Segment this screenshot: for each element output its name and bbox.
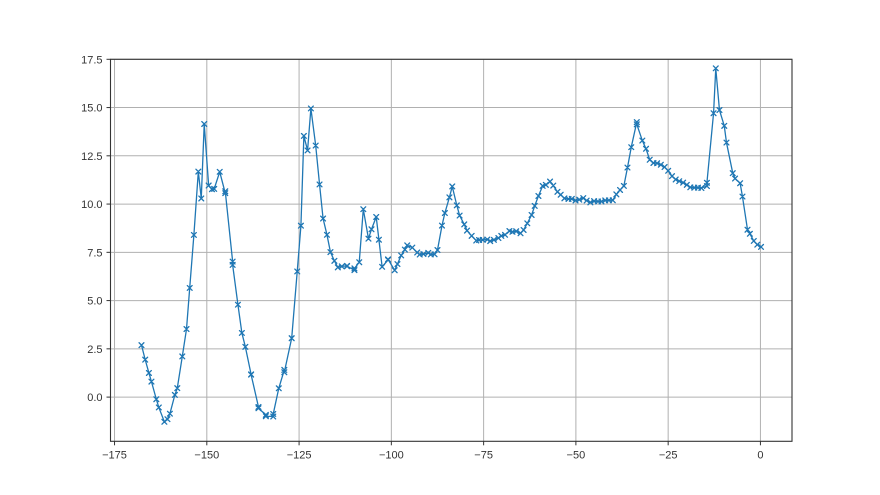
svg-text:−50: −50: [567, 449, 586, 461]
svg-text:−125: −125: [287, 449, 312, 461]
svg-text:0.0: 0.0: [87, 392, 102, 404]
svg-text:−100: −100: [379, 449, 404, 461]
svg-text:7.5: 7.5: [87, 247, 102, 259]
svg-text:0: 0: [757, 449, 763, 461]
svg-text:12.5: 12.5: [81, 151, 102, 163]
svg-text:5.0: 5.0: [87, 296, 102, 308]
svg-text:17.5: 17.5: [81, 54, 102, 66]
svg-text:−25: −25: [659, 449, 678, 461]
svg-text:10.0: 10.0: [81, 199, 102, 211]
svg-text:2.5: 2.5: [87, 344, 102, 356]
svg-text:15.0: 15.0: [81, 103, 102, 115]
svg-text:−75: −75: [474, 449, 493, 461]
svg-text:−175: −175: [102, 449, 127, 461]
svg-text:−150: −150: [194, 449, 219, 461]
